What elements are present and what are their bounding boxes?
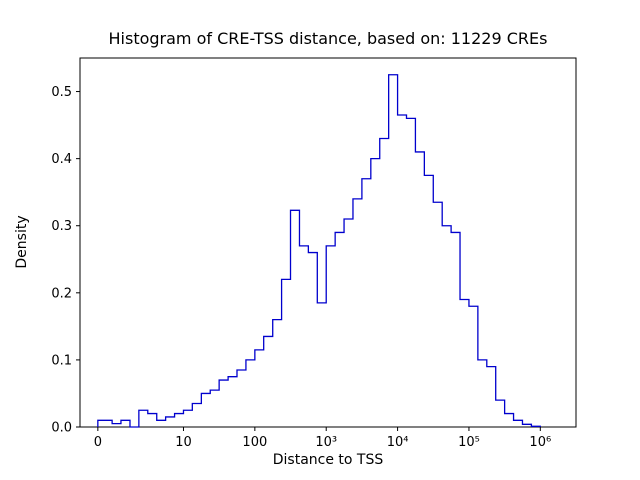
y-tick-label: 0.5: [51, 85, 72, 100]
y-tick-label: 0.2: [51, 286, 72, 301]
plot-area: 0 10 100 10³ 10⁴ 10⁵ 10⁶ 0.0 0.1 0.2 0.3 0.4 0.5: [51, 57, 577, 450]
y-axis-label: Density: [14, 215, 30, 268]
x-tick-label: 10⁶: [529, 435, 551, 450]
y-tick-label: 0.0: [51, 421, 72, 436]
x-tick-label: 10⁵: [458, 435, 480, 450]
y-tick-label: 0.3: [51, 219, 72, 234]
y-tick-label: 0.1: [51, 353, 72, 368]
histogram-step-line: [97, 74, 541, 428]
x-tick-label: 10⁴: [387, 435, 409, 450]
x-tick-label: 10: [175, 435, 192, 450]
axes-frame: [79, 57, 577, 428]
x-tick-label: 100: [242, 435, 267, 450]
x-tick-label: 10³: [315, 435, 337, 450]
y-tick-label: 0.4: [51, 152, 72, 167]
chart-title: Histogram of CRE-TSS distance, based on:…: [109, 29, 548, 48]
x-tick-label: 0: [94, 435, 102, 450]
x-axis-label: Distance to TSS: [273, 452, 384, 468]
